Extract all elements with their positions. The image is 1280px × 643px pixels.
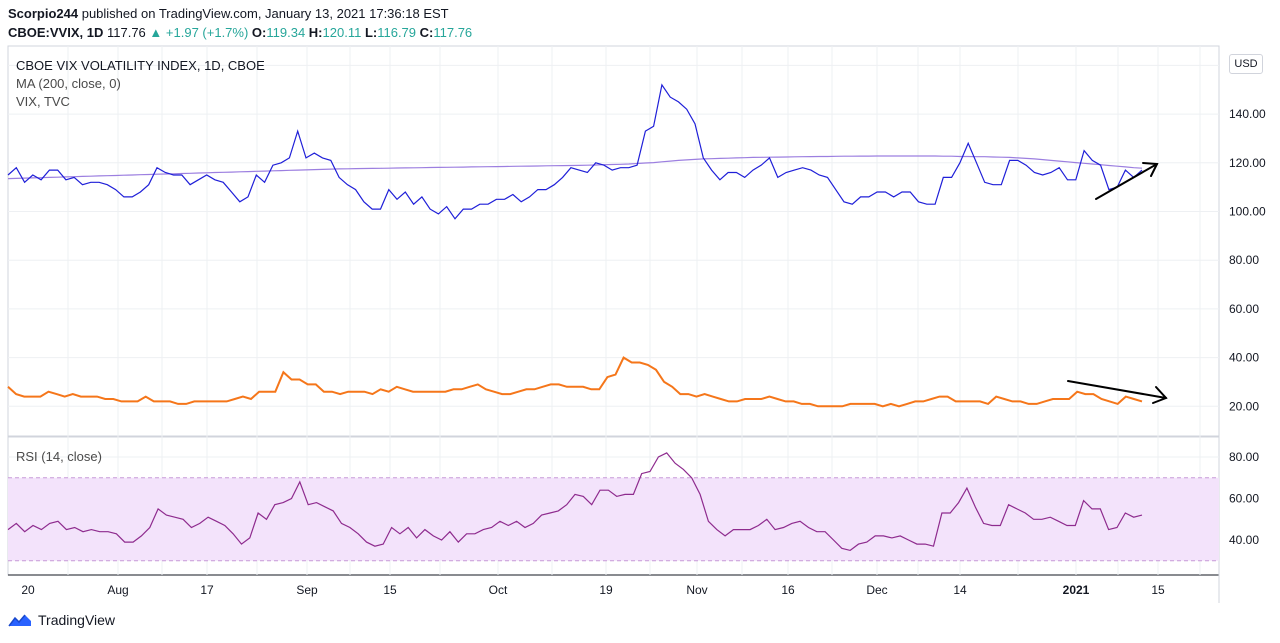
time-tick-label: Oct xyxy=(489,583,508,597)
currency-badge[interactable]: USD xyxy=(1229,54,1263,74)
time-tick-label: 16 xyxy=(781,583,795,597)
price-tick-label: 100.00 xyxy=(1229,205,1266,219)
price-change: +1.97 (+1.7%) xyxy=(165,25,249,40)
tradingview-logo-icon xyxy=(8,614,31,627)
symbol-label: CBOE:VVIX, 1D xyxy=(8,25,104,40)
chart-header: Scorpio244 published on TradingView.com,… xyxy=(8,4,472,42)
price-tick-label: 60.00 xyxy=(1229,302,1259,316)
open-label: O: xyxy=(251,25,267,40)
rsi-tick-label: 60.00 xyxy=(1229,492,1259,506)
symbol-line: CBOE:VVIX, 1D 117.76 ▲ +1.97 (+1.7%) O:1… xyxy=(8,23,472,42)
ma-legend-label[interactable]: MA (200, close, 0) xyxy=(16,76,121,91)
main-pane-frame xyxy=(7,45,1220,437)
time-tick-label: 15 xyxy=(1151,583,1165,597)
time-tick-label: 20 xyxy=(21,583,35,597)
close-label: C: xyxy=(419,25,434,40)
time-tick-label: Nov xyxy=(686,583,707,597)
uptrend-arrow-icon xyxy=(1095,162,1159,200)
publish-line: Scorpio244 published on TradingView.com,… xyxy=(8,4,472,23)
rsi-series-line xyxy=(7,452,1143,552)
vvix-series-line xyxy=(7,83,1143,220)
price-tick-label: 80.00 xyxy=(1229,253,1259,267)
brand-name[interactable]: TradingView xyxy=(38,612,116,628)
vix-legend-label[interactable]: VIX, TVC xyxy=(16,94,70,109)
rsi-band xyxy=(8,477,1219,561)
low-value: 116.79 xyxy=(377,25,417,40)
time-tick-label: Aug xyxy=(107,583,128,597)
downtrend-arrow-icon xyxy=(1067,380,1168,404)
main-pane-title[interactable]: CBOE VIX VOLATILITY INDEX, 1D, CBOE xyxy=(16,58,265,73)
high-value: 120.11 xyxy=(322,25,362,40)
close-value: 117.76 xyxy=(433,25,473,40)
high-label: H: xyxy=(308,25,323,40)
time-tick-label: Dec xyxy=(866,583,887,597)
price-axis-labels[interactable]: 20.00 40.00 60.00 80.00 100.00 120.00 140.00 xyxy=(1229,107,1266,413)
last-price: 117.76 xyxy=(106,25,146,40)
time-tick-label: 2021 xyxy=(1063,583,1090,597)
low-label: L: xyxy=(364,25,378,40)
change-triangle-icon: ▲ xyxy=(149,25,163,40)
rsi-tick-label: 40.00 xyxy=(1229,533,1259,547)
open-value: 119.34 xyxy=(266,25,306,40)
vix-series-line xyxy=(7,356,1143,408)
footer: TradingView xyxy=(8,612,115,628)
time-tick-label: 14 xyxy=(953,583,967,597)
time-tick-label: 17 xyxy=(200,583,214,597)
price-tick-label: 40.00 xyxy=(1229,351,1259,365)
time-tick-label: 15 xyxy=(383,583,397,597)
time-axis-labels[interactable]: 20 Aug 17 Sep 15 Oct 19 Nov 16 Dec 14 2021 15 xyxy=(21,583,1165,597)
rsi-axis-labels[interactable]: 40.00 60.00 80.00 xyxy=(1229,450,1259,547)
published-text: published on TradingView.com, January 13… xyxy=(81,6,449,21)
rsi-tick-label: 80.00 xyxy=(1229,450,1259,464)
rsi-legend-label[interactable]: RSI (14, close) xyxy=(16,449,102,464)
author-name[interactable]: Scorpio244 xyxy=(8,6,79,21)
ma-series-line xyxy=(7,155,1143,180)
price-tick-label: 120.00 xyxy=(1229,156,1266,170)
time-tick-label: Sep xyxy=(296,583,318,597)
price-tick-label: 20.00 xyxy=(1229,399,1259,413)
price-tick-label: 140.00 xyxy=(1229,107,1266,121)
time-tick-label: 19 xyxy=(599,583,613,597)
